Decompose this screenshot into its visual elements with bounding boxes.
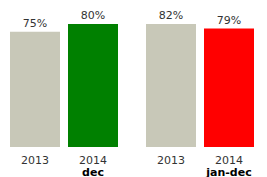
svg-text:2013: 2013 <box>21 154 49 167</box>
svg-text:75%: 75% <box>23 17 47 30</box>
svg-text:2013: 2013 <box>157 154 185 167</box>
svg-text:82%: 82% <box>159 9 183 22</box>
svg-text:79%: 79% <box>217 14 241 27</box>
svg-text:80%: 80% <box>81 9 105 22</box>
svg-text:2014: 2014 <box>215 154 243 167</box>
svg-text:dec: dec <box>82 166 104 177</box>
svg-text:jan-dec: jan-dec <box>205 166 251 177</box>
svg-text:2014: 2014 <box>79 154 107 167</box>
